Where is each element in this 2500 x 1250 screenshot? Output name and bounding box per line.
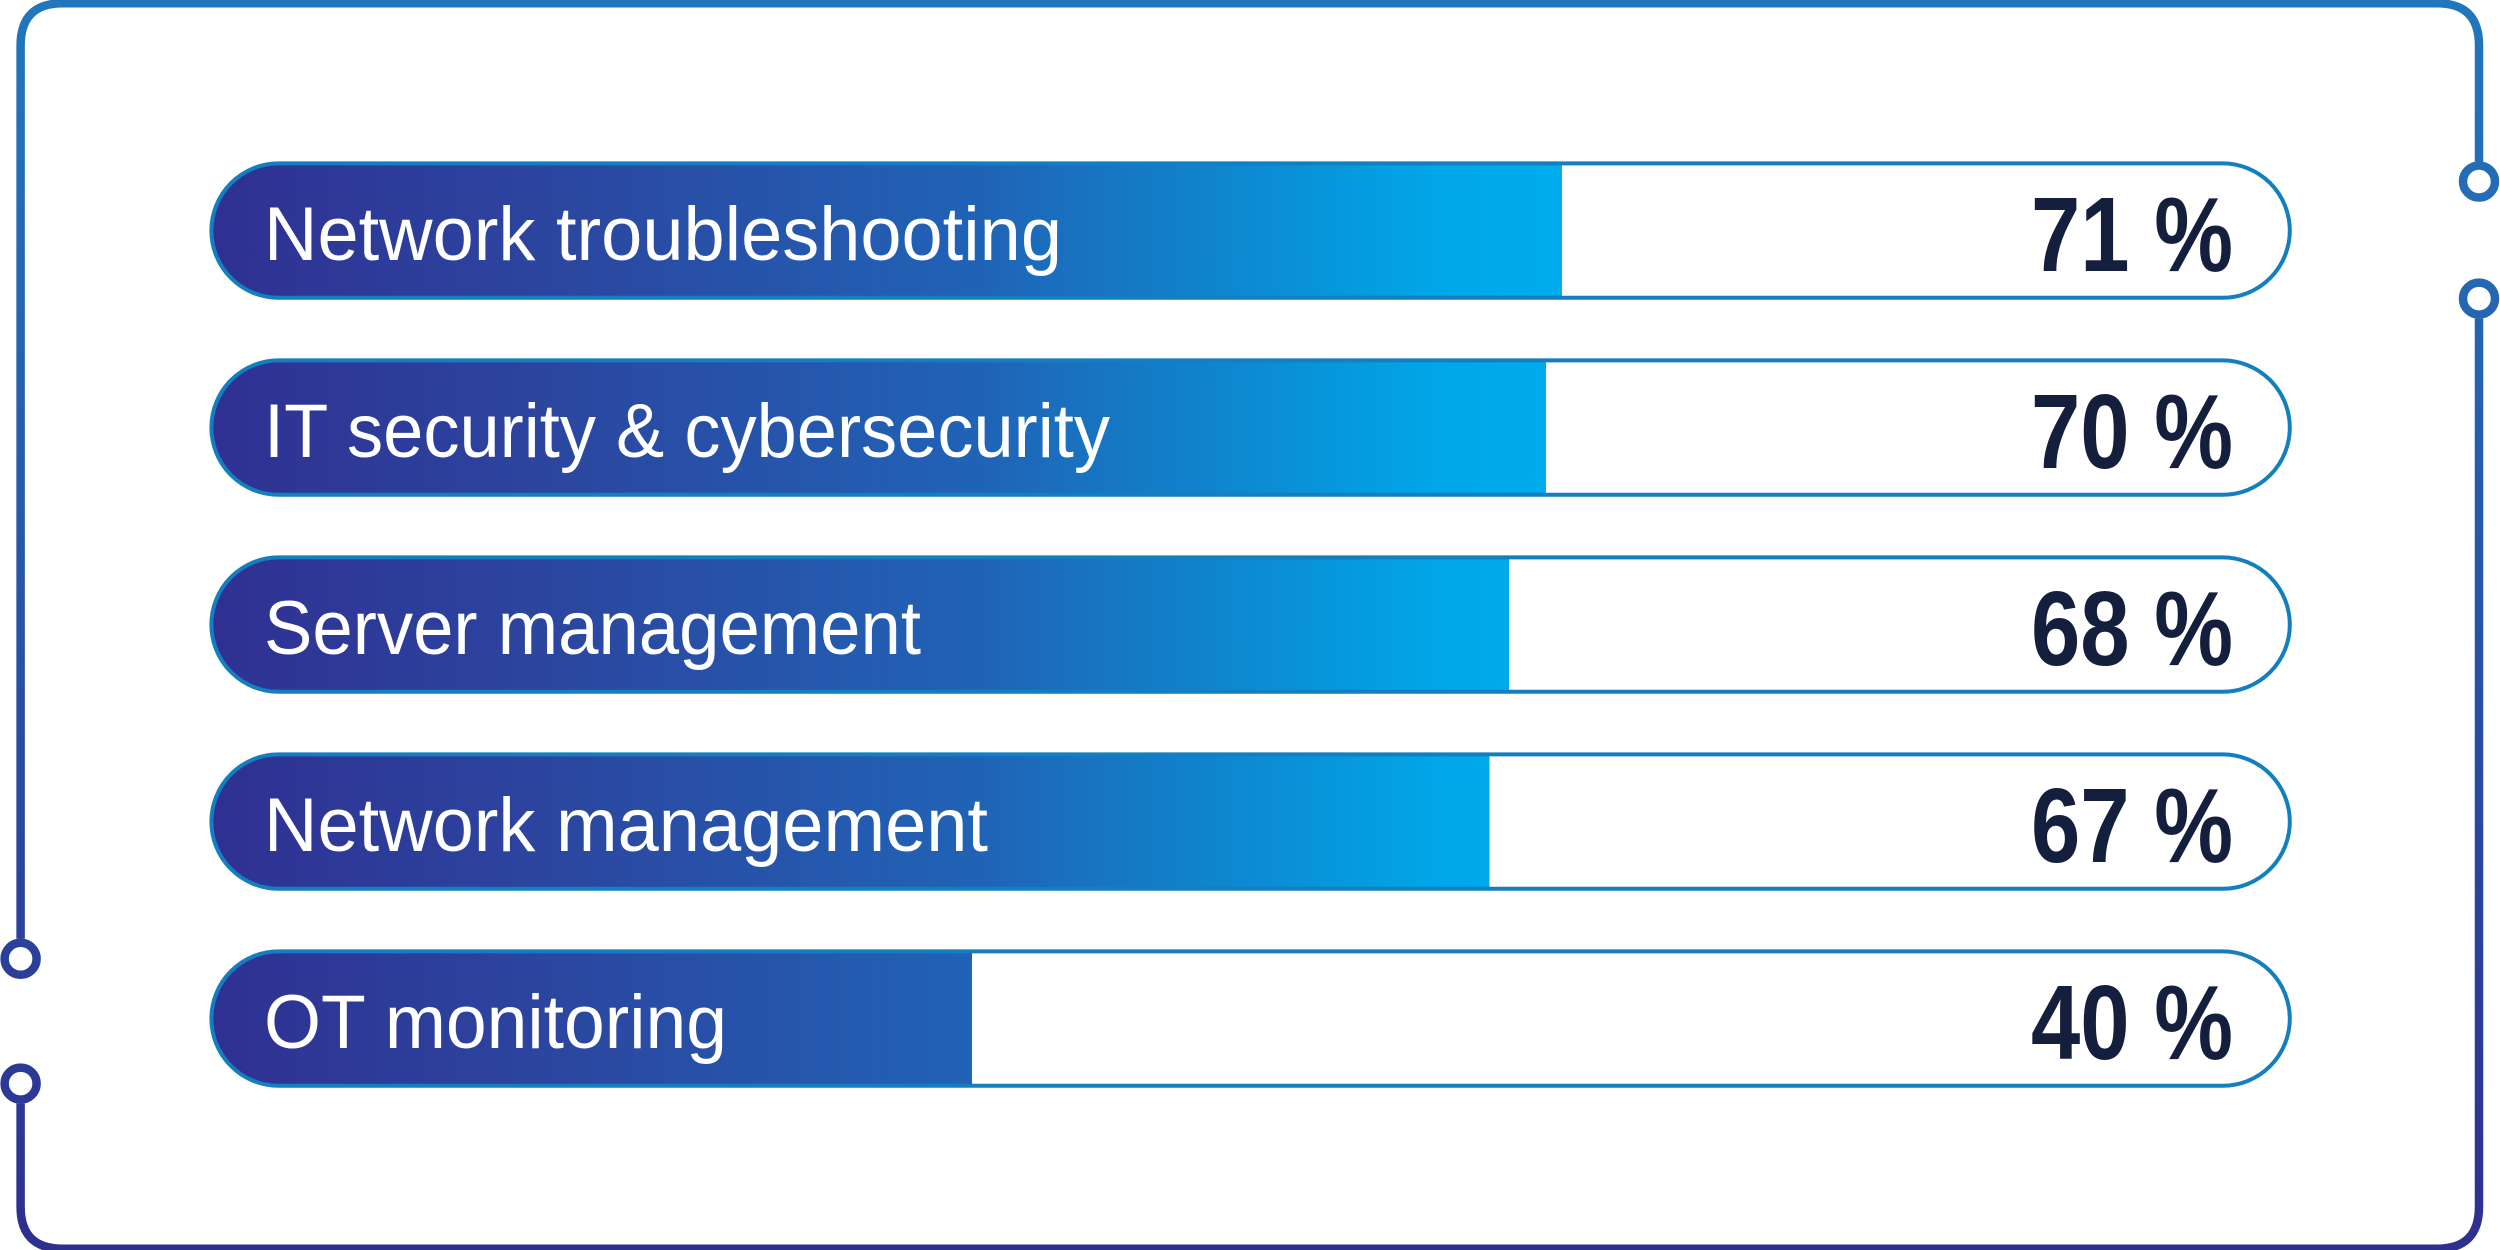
svg-text:Network troubleshooting: Network troubleshooting [264,192,1062,277]
svg-text:70 %: 70 % [2031,374,2233,491]
svg-text:IT security & cybersecurity: IT security & cybersecurity [264,389,1110,474]
svg-text:67 %: 67 % [2031,768,2233,885]
svg-text:OT monitoring: OT monitoring [264,980,727,1065]
svg-text:68 %: 68 % [2031,571,2233,688]
svg-text:71 %: 71 % [2031,177,2233,294]
svg-text:Server management: Server management [264,586,921,671]
svg-text:Network management: Network management [264,783,988,868]
svg-text:40 %: 40 % [2031,965,2233,1082]
